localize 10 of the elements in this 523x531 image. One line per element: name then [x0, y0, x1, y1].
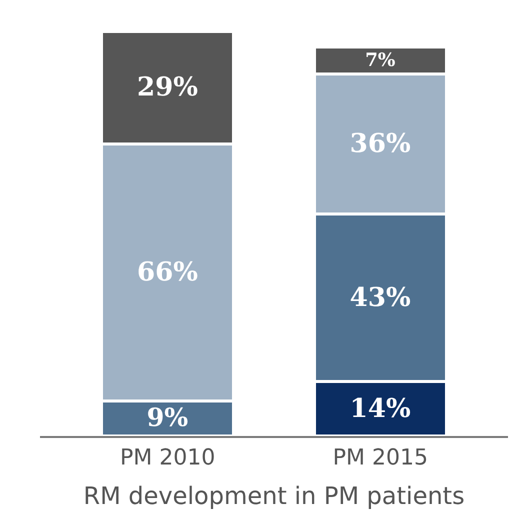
data-label: 36%: [350, 129, 411, 160]
data-label: 14%: [350, 394, 411, 424]
data-label: 43%: [350, 282, 411, 313]
data-label: 9%: [146, 402, 188, 432]
data-label: 7%: [365, 50, 396, 72]
data-label: 29%: [137, 72, 198, 103]
x-axis-title: RM development in PM patients: [83, 482, 465, 510]
x-tick-label: PM 2010: [120, 445, 216, 470]
data-label: 66%: [137, 258, 198, 288]
x-tick-label: PM 2015: [332, 445, 428, 470]
